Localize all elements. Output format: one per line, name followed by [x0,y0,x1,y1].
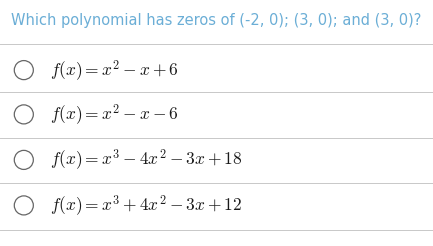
Text: $f(x) = x^3 + 4x^2 - 3x + 12$: $f(x) = x^3 + 4x^2 - 3x + 12$ [50,193,242,218]
Text: $f(x) = x^2 - x + 6$: $f(x) = x^2 - x + 6$ [50,58,178,83]
Text: Which polynomial has zeros of (-2, 0); (3, 0); and (3, 0)?: Which polynomial has zeros of (-2, 0); (… [11,14,421,28]
Text: $f(x) = x^3 - 4x^2 - 3x + 18$: $f(x) = x^3 - 4x^2 - 3x + 18$ [50,147,242,172]
Text: $f(x) = x^2 - x - 6$: $f(x) = x^2 - x - 6$ [50,102,178,127]
